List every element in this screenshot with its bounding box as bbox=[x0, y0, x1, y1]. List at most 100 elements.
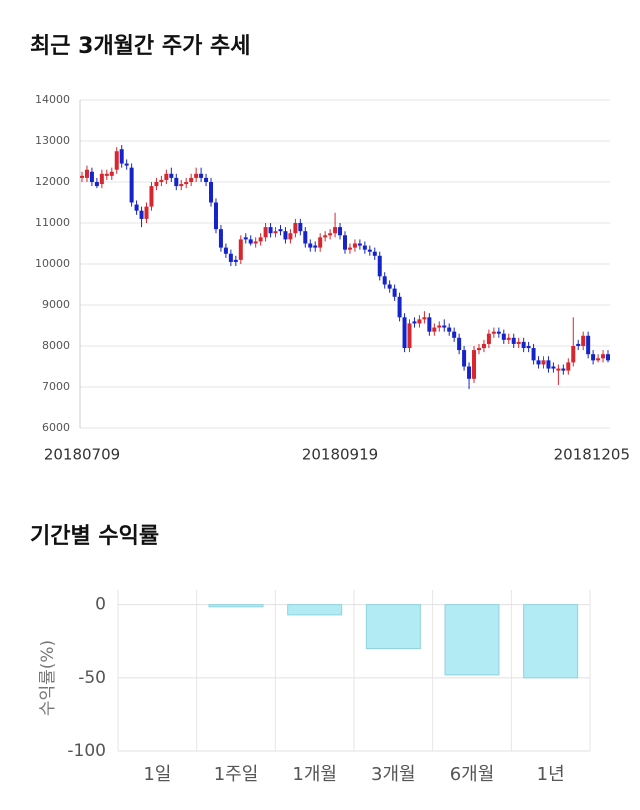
candle-body bbox=[189, 177, 194, 182]
candle-body bbox=[263, 227, 268, 238]
candle-body bbox=[318, 237, 323, 248]
y-tick-label: 11000 bbox=[35, 216, 70, 229]
candle-body bbox=[288, 233, 293, 240]
candle-body bbox=[99, 173, 104, 185]
candle-body bbox=[89, 171, 94, 182]
candle-body bbox=[427, 317, 432, 332]
candle-body bbox=[472, 350, 477, 379]
candle-body bbox=[144, 206, 149, 219]
candle-body bbox=[496, 331, 501, 334]
candle-body bbox=[199, 173, 204, 178]
candle-body bbox=[417, 319, 422, 324]
candle-body bbox=[213, 202, 218, 230]
candle-body bbox=[174, 177, 179, 187]
candle-body bbox=[258, 237, 263, 242]
y-tick-label: 7000 bbox=[42, 380, 70, 393]
x-tick-label: 3개월 bbox=[371, 764, 416, 785]
candle-body bbox=[531, 348, 536, 361]
candle-body bbox=[561, 368, 566, 371]
candle-body bbox=[129, 167, 134, 203]
candle-body bbox=[154, 182, 159, 187]
candle-body bbox=[556, 368, 561, 371]
candle-body bbox=[521, 341, 526, 349]
candle-body bbox=[179, 184, 184, 187]
candle-body bbox=[392, 288, 397, 297]
y-tick-label: -50 bbox=[78, 668, 106, 688]
candle-body bbox=[412, 321, 417, 324]
candle-body bbox=[576, 343, 581, 346]
y-tick-label: 12000 bbox=[35, 175, 70, 188]
y-tick-label: 14000 bbox=[35, 93, 70, 106]
y-tick-label: 10000 bbox=[35, 257, 70, 270]
candle-body bbox=[541, 360, 546, 365]
candle-body bbox=[357, 243, 362, 246]
bar bbox=[523, 604, 579, 679]
x-tick-label: 1개월 bbox=[292, 764, 337, 785]
candle-body bbox=[511, 337, 516, 344]
candle-body bbox=[253, 241, 258, 244]
candle-body bbox=[486, 333, 491, 344]
candle-body bbox=[407, 323, 412, 349]
candle-body bbox=[606, 354, 610, 361]
candle-body bbox=[447, 327, 452, 332]
candle-body bbox=[382, 276, 387, 285]
candle-body bbox=[164, 173, 169, 180]
candle-body bbox=[243, 237, 248, 240]
candle-body bbox=[422, 317, 427, 320]
x-tick-label: 20180919 bbox=[302, 446, 378, 464]
candle-body bbox=[586, 335, 591, 355]
candle-body bbox=[204, 177, 209, 182]
candle-body bbox=[134, 204, 139, 211]
candle-body bbox=[596, 358, 601, 361]
candle-body bbox=[372, 251, 377, 256]
candle-body bbox=[94, 182, 99, 187]
bar bbox=[208, 604, 264, 608]
candle-body bbox=[581, 335, 586, 346]
x-tick-label: 1주일 bbox=[214, 764, 259, 785]
candle-body bbox=[228, 253, 233, 262]
candle-body bbox=[352, 243, 357, 248]
chart-title: 최근 3개월간 주가 추세 bbox=[30, 34, 250, 59]
candle-body bbox=[283, 231, 288, 240]
y-tick-label: 9000 bbox=[42, 298, 70, 311]
candle-body bbox=[313, 245, 318, 248]
candle-body bbox=[367, 249, 372, 252]
candle-body bbox=[159, 179, 164, 182]
bar bbox=[365, 604, 421, 650]
candle-body bbox=[104, 173, 109, 176]
y-tick-label: 0 bbox=[95, 595, 106, 615]
candle-body bbox=[80, 175, 84, 178]
candle-body bbox=[303, 231, 308, 244]
candle-body bbox=[536, 360, 541, 365]
candle-body bbox=[601, 354, 606, 359]
candle-body bbox=[333, 227, 338, 234]
candle-body bbox=[516, 341, 521, 344]
candle-body bbox=[169, 173, 174, 178]
candle-body bbox=[442, 325, 447, 328]
candle-body bbox=[223, 247, 228, 254]
candle-body bbox=[298, 223, 303, 232]
candle-body bbox=[114, 151, 119, 170]
chart-title: 기간별 수익률 bbox=[30, 524, 159, 549]
candle-body bbox=[323, 235, 328, 238]
candle-body bbox=[462, 350, 467, 367]
y-tick-label: 13000 bbox=[35, 134, 70, 147]
candle-body bbox=[328, 233, 333, 236]
candle-body bbox=[218, 229, 223, 248]
x-tick-label: 20181205 bbox=[554, 446, 630, 464]
candle-body bbox=[402, 317, 407, 349]
candle-body bbox=[546, 360, 551, 369]
candle-body bbox=[387, 284, 392, 289]
candle-body bbox=[343, 235, 347, 250]
candle-body bbox=[362, 245, 367, 250]
candle-body bbox=[591, 354, 596, 361]
y-tick-label: 6000 bbox=[42, 421, 70, 434]
candle-body bbox=[268, 227, 273, 234]
candle-body bbox=[526, 346, 531, 349]
candle-body bbox=[397, 296, 402, 318]
candle-body bbox=[119, 149, 124, 164]
candle-body bbox=[139, 210, 144, 219]
candle-body bbox=[467, 366, 472, 379]
y-axis-label: 수익률(%) bbox=[38, 640, 58, 716]
candle-body bbox=[481, 343, 486, 349]
